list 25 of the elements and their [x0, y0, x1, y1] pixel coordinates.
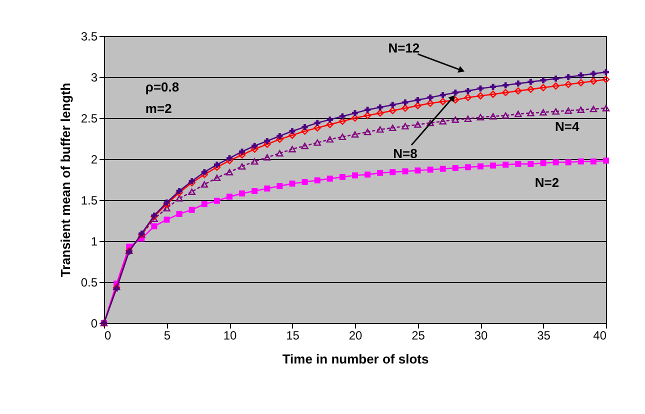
y-tick-label: 1.5: [80, 194, 98, 208]
x-axis-title: Time in number of slots: [282, 352, 429, 366]
series-label: N=2: [534, 174, 560, 190]
annotation: ρ=0.8: [145, 80, 180, 95]
text: N=8: [393, 146, 418, 162]
y-tick-label: 3: [90, 70, 98, 84]
x-tick-label: 15: [286, 328, 300, 342]
x-tick-label: 40: [593, 328, 607, 342]
x-tick-label: 20: [348, 328, 362, 342]
y-tick-label: 1: [90, 234, 98, 248]
x-tick-label: 25: [412, 328, 426, 342]
x-tick-label: 10: [223, 328, 237, 342]
x-tick-label: 0: [104, 328, 112, 342]
y-tick-label: 0.5: [80, 276, 98, 290]
series-label: N=4: [554, 119, 580, 134]
text: N=12: [388, 40, 420, 56]
x-tick-label: 35: [537, 328, 551, 342]
annotation: m=2: [145, 100, 172, 116]
y-tick-label: 3.5: [80, 30, 98, 44]
x-tick-label: 5: [164, 328, 171, 342]
y-tick-label: 2.5: [80, 112, 98, 126]
y-tick-label: 0: [90, 316, 98, 330]
x-tick-label: 30: [474, 328, 488, 342]
y-axis-title: Transient mean of buffer length: [58, 82, 73, 278]
y-tick-label: 2: [90, 152, 98, 166]
